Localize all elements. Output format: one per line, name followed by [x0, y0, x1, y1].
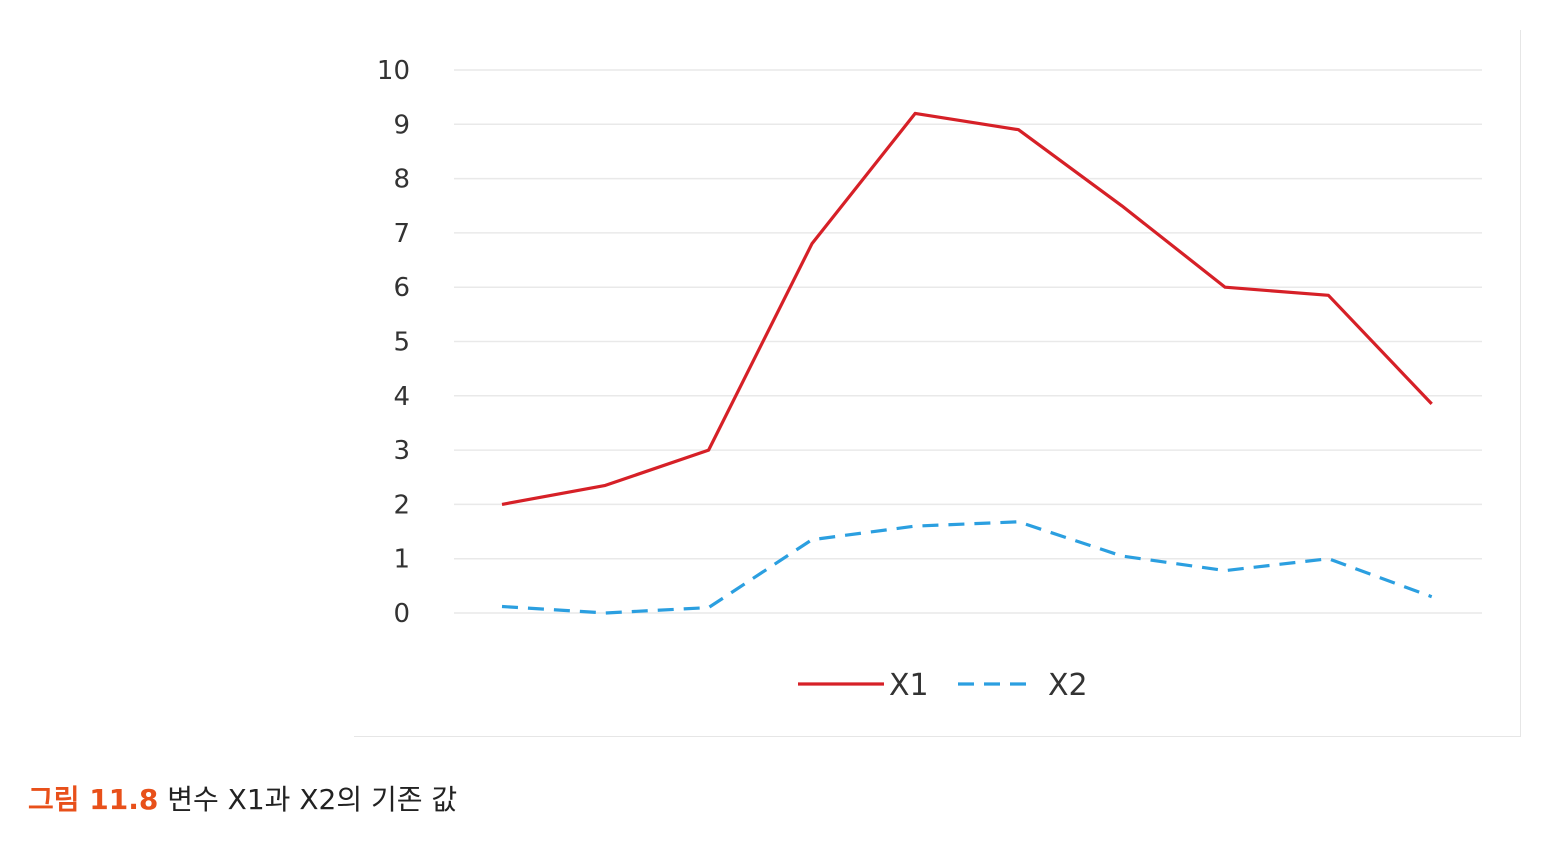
y-tick-label: 7	[393, 219, 410, 249]
series-line-x1	[501, 111, 1433, 506]
y-tick-label: 1	[393, 545, 410, 575]
series-lines	[501, 111, 1433, 615]
y-tick-label: 2	[393, 490, 410, 520]
y-tick-label: 0	[393, 599, 410, 629]
y-tick-label: 6	[393, 273, 410, 303]
legend-label-x2: X2	[1048, 668, 1088, 703]
legend: X1 X2	[798, 668, 1088, 703]
gridlines	[454, 69, 1482, 614]
series-line-x2	[501, 520, 1433, 615]
y-tick-label: 4	[393, 382, 410, 412]
y-tick-label: 3	[393, 436, 410, 466]
y-tick-label: 8	[393, 165, 410, 195]
legend-label-x1: X1	[889, 668, 929, 703]
figure-caption: 그림 11.8 변수 X1과 X2의 기존 값	[28, 778, 457, 818]
y-axis-ticks: 0 1 2 3 4 5 6 7 8 9 10	[377, 56, 410, 629]
y-tick-label: 5	[393, 328, 410, 358]
chart-frame: 0 1 2 3 4 5 6 7 8 9 10 X1 X2	[354, 30, 1521, 737]
y-tick-label: 9	[393, 110, 410, 140]
line-chart: 0 1 2 3 4 5 6 7 8 9 10 X1 X2	[377, 56, 1482, 703]
y-tick-label: 10	[377, 56, 410, 86]
figure-title: 변수 X1과 X2의 기존 값	[167, 783, 458, 816]
figure-number: 그림 11.8	[28, 783, 159, 816]
